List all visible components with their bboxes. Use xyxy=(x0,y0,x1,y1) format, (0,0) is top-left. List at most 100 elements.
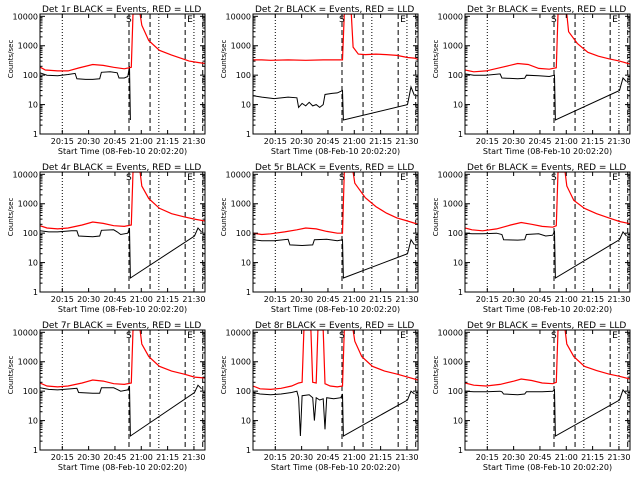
x-tick-label: 21:30 xyxy=(182,137,205,146)
start-marker-label: S xyxy=(126,15,132,25)
start-marker-label: S xyxy=(551,15,557,25)
panel-title: Det 5r BLACK = Events, RED = LLD xyxy=(255,163,414,173)
detector-panel-3: 1 10 100 1000 10000 20:15 20:30 20:45 21:00 21:15… xyxy=(432,5,631,156)
events-series-line xyxy=(253,85,415,121)
start-marker-label: S xyxy=(339,331,345,341)
plot-frame xyxy=(252,13,419,135)
x-tick-label: 20:30 xyxy=(290,295,313,304)
x-axis-label: Start Time (08-Feb-10 20:02:20) xyxy=(58,305,187,314)
x-tick-label: 21:15 xyxy=(581,295,604,304)
detector-panel-7: 1 10 100 1000 10000 20:15 20:30 20:45 21:00 21:15… xyxy=(7,321,206,472)
y-tick-label: 1 xyxy=(246,446,251,455)
x-tick-label: 21:15 xyxy=(369,453,392,462)
x-tick-label: 21:15 xyxy=(156,137,179,146)
panel-title: Det 4r BLACK = Events, RED = LLD xyxy=(42,163,201,173)
x-tick-label: 20:15 xyxy=(476,295,499,304)
y-tick-label: 1000 xyxy=(231,358,251,367)
x-tick-label: 20:15 xyxy=(264,453,287,462)
y-tick-label: 1 xyxy=(33,130,38,139)
y-tick-label: 1 xyxy=(246,288,251,297)
start-marker-label: S xyxy=(126,173,132,183)
y-tick-label: 1000 xyxy=(231,200,251,209)
end-marker-label: E xyxy=(400,15,406,25)
y-tick-label: 100 xyxy=(448,71,463,80)
panel-title: Det 6r BLACK = Events, RED = LLD xyxy=(467,163,626,173)
x-tick-label: 20:30 xyxy=(290,453,313,462)
y-tick-label: 10000 xyxy=(438,328,463,337)
plot-frame xyxy=(39,171,206,293)
y-tick-label: 1000 xyxy=(443,42,463,51)
x-tick-label: 21:15 xyxy=(156,295,179,304)
x-tick-label: 21:00 xyxy=(555,295,578,304)
events-series-line xyxy=(253,238,415,279)
panel-title: Det 9r BLACK = Events, RED = LLD xyxy=(467,321,626,331)
x-tick-label: 21:15 xyxy=(581,453,604,462)
x-tick-label: 20:30 xyxy=(502,137,525,146)
panel-title: Det 2r BLACK = Events, RED = LLD xyxy=(255,5,414,15)
y-axis-label: Counts/sec xyxy=(7,40,15,79)
y-tick-label: 1 xyxy=(33,288,38,297)
events-series-line xyxy=(40,227,202,279)
y-tick-label: 10 xyxy=(241,417,251,426)
events-series-line xyxy=(40,66,131,121)
start-marker-label: S xyxy=(551,331,557,341)
plot-frame xyxy=(39,13,206,135)
x-tick-label: 21:30 xyxy=(395,137,418,146)
x-tick-label: 21:15 xyxy=(369,295,392,304)
detector-panel-6: 1 10 100 1000 10000 20:15 20:30 20:45 21:00 21:15… xyxy=(432,163,631,314)
x-tick-label: 20:30 xyxy=(77,137,100,146)
y-tick-label: 10 xyxy=(453,101,463,110)
x-tick-label: 20:45 xyxy=(103,453,126,462)
y-tick-label: 10 xyxy=(241,101,251,110)
x-tick-label: 21:15 xyxy=(581,137,604,146)
panel-title: Det 8r BLACK = Events, RED = LLD xyxy=(255,321,414,331)
x-tick-label: 20:45 xyxy=(316,137,339,146)
plot-frame xyxy=(252,171,419,293)
x-tick-label: 20:30 xyxy=(77,295,100,304)
x-tick-label: 21:30 xyxy=(182,453,205,462)
x-tick-label: 20:45 xyxy=(528,453,551,462)
events-series-line xyxy=(465,230,627,279)
y-tick-label: 1 xyxy=(33,446,38,455)
plot-frame xyxy=(464,329,631,451)
detector-panel-5: 1 10 100 1000 10000 20:15 20:30 20:45 21:00 21:15… xyxy=(220,163,419,314)
x-tick-label: 21:00 xyxy=(130,453,153,462)
panel-title: Det 3r BLACK = Events, RED = LLD xyxy=(467,5,626,15)
end-marker-label: E xyxy=(612,15,618,25)
lld-series-line xyxy=(253,14,418,61)
x-tick-label: 20:45 xyxy=(528,137,551,146)
plot-frame xyxy=(464,171,631,293)
x-axis-label: Start Time (08-Feb-10 20:02:20) xyxy=(58,463,187,472)
x-tick-label: 20:15 xyxy=(51,137,74,146)
y-axis-label: Counts/sec xyxy=(432,356,440,395)
y-tick-label: 100 xyxy=(23,71,38,80)
end-marker-label: E xyxy=(400,331,406,341)
start-marker-label: S xyxy=(126,331,132,341)
events-series-line xyxy=(465,73,627,121)
y-axis-label: Counts/sec xyxy=(432,198,440,237)
x-tick-label: 20:45 xyxy=(316,453,339,462)
y-tick-label: 100 xyxy=(236,387,251,396)
y-tick-label: 1000 xyxy=(443,358,463,367)
x-tick-label: 20:30 xyxy=(290,137,313,146)
y-axis-label: Counts/sec xyxy=(7,198,15,237)
end-marker-label: E xyxy=(187,173,193,183)
events-series-line xyxy=(465,388,627,437)
x-tick-label: 21:00 xyxy=(343,295,366,304)
lld-series-line xyxy=(253,172,418,236)
y-tick-label: 100 xyxy=(448,229,463,238)
y-tick-label: 10 xyxy=(28,417,38,426)
detector-panel-1: 1 10 100 1000 10000 20:15 20:30 20:45 21:00 21:15… xyxy=(7,5,206,156)
y-tick-label: 1000 xyxy=(18,200,38,209)
x-tick-label: 21:30 xyxy=(182,295,205,304)
detector-panel-4: 1 10 100 1000 10000 20:15 20:30 20:45 21:00 21:15… xyxy=(7,163,206,314)
plot-frame xyxy=(39,329,206,451)
y-tick-label: 10 xyxy=(28,101,38,110)
y-tick-label: 10000 xyxy=(13,328,38,337)
end-marker-label: E xyxy=(187,15,193,25)
end-marker-label: E xyxy=(612,173,618,183)
y-tick-label: 1 xyxy=(458,288,463,297)
x-tick-label: 20:45 xyxy=(103,295,126,304)
start-marker-label: S xyxy=(339,15,345,25)
x-tick-label: 21:30 xyxy=(395,453,418,462)
